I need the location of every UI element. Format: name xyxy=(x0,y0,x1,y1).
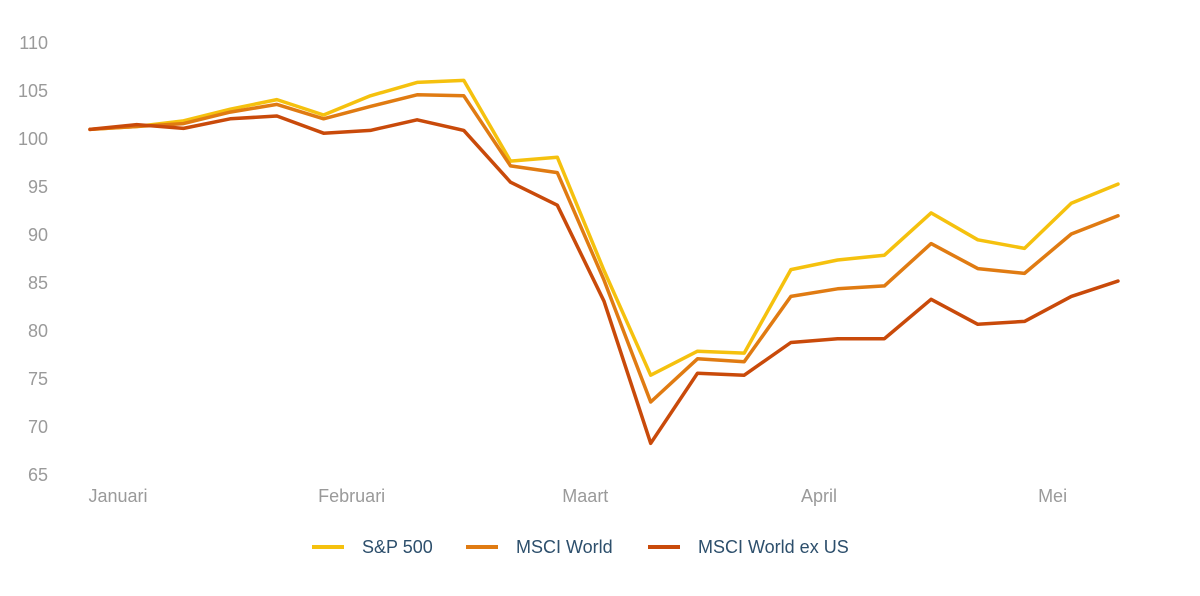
y-tick-label: 85 xyxy=(28,273,48,293)
x-axis: Januari Februari Maart April Mei xyxy=(89,486,1068,506)
legend-item: MSCI World xyxy=(466,537,613,557)
y-tick-label: 105 xyxy=(18,81,48,101)
y-tick-label: 110 xyxy=(19,33,48,53)
x-tick-label: Februari xyxy=(318,486,385,506)
legend-item: MSCI World ex US xyxy=(648,537,849,557)
legend-label: MSCI World xyxy=(516,537,613,557)
y-tick-label: 100 xyxy=(18,129,48,149)
y-tick-label: 65 xyxy=(28,465,48,485)
y-tick-label: 95 xyxy=(28,177,48,197)
series-line-2 xyxy=(88,93,1120,404)
y-tick-label: 90 xyxy=(28,225,48,245)
y-axis: 110 105 100 95 90 85 80 75 70 65 xyxy=(18,33,48,485)
series-line-3 xyxy=(88,114,1120,446)
y-tick-label: 70 xyxy=(28,417,48,437)
series-lines xyxy=(88,78,1120,446)
legend-label: MSCI World ex US xyxy=(698,537,849,557)
x-tick-label: Mei xyxy=(1038,486,1067,506)
series-line-1 xyxy=(88,78,1120,377)
legend-label: S&P 500 xyxy=(362,537,433,557)
y-tick-label: 80 xyxy=(28,321,48,341)
x-tick-label: Januari xyxy=(89,486,148,506)
legend: S&P 500 MSCI World MSCI World ex US xyxy=(312,537,849,557)
x-tick-label: Maart xyxy=(562,486,608,506)
legend-item: S&P 500 xyxy=(312,537,433,557)
x-tick-label: April xyxy=(801,486,837,506)
y-tick-label: 75 xyxy=(28,369,48,389)
